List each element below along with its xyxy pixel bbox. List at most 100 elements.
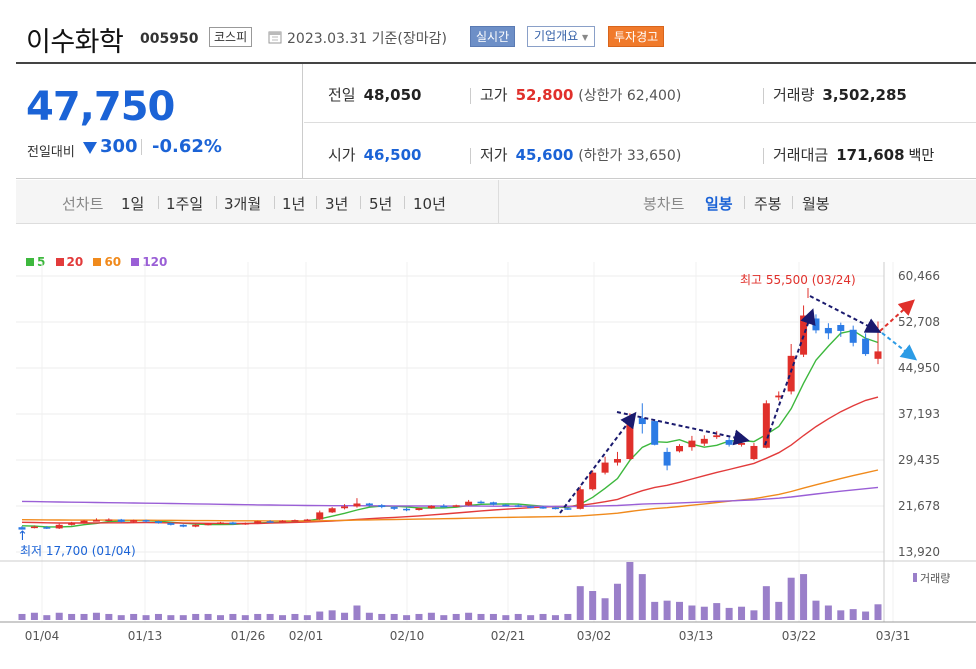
volume-bar	[837, 610, 845, 620]
period-separator	[158, 196, 159, 209]
volume-bar	[700, 606, 708, 620]
low-value: 45,600	[515, 146, 574, 164]
volume-bar	[762, 586, 770, 620]
x-tick-label: 01/04	[25, 629, 60, 643]
candle-body	[800, 315, 808, 355]
high-annotation: 최고 55,500 (03/24)	[740, 273, 856, 287]
candle-body	[130, 520, 138, 522]
period-separator	[216, 196, 217, 209]
low-annotation: 최저 17,700 (01/04)	[20, 544, 136, 558]
investment-warning-badge[interactable]: 투자경고	[608, 26, 665, 47]
candle-body	[824, 327, 832, 334]
candle-body	[167, 523, 175, 525]
candle-body	[192, 524, 200, 527]
price-summary: 47,750 전일대비 300 -0.62% 전일 48,050 고가 52,800…	[16, 62, 976, 179]
legend-swatch	[26, 258, 34, 266]
current-price: 47,750	[26, 84, 175, 130]
volume: 거래량 3,502,285	[773, 84, 907, 105]
volume-bar	[291, 613, 299, 620]
candle-body	[80, 520, 88, 524]
volume-bar	[824, 605, 832, 620]
candlestick-chart[interactable]: 60,466 52,708 44,950 37,193 29,435 21,678 13,9…	[0, 262, 976, 669]
volume-bar	[279, 615, 287, 620]
volume-bar	[427, 612, 435, 620]
candle-body	[390, 507, 398, 509]
candle-body	[154, 521, 162, 524]
high-value: 52,800	[515, 86, 574, 104]
candle-body	[688, 440, 696, 448]
volume-bar	[390, 613, 398, 620]
volume-bar	[154, 613, 162, 620]
cell-separator	[470, 88, 471, 104]
candle-body	[576, 489, 584, 509]
candle-body	[638, 418, 646, 425]
period-1w[interactable]: 1주일	[166, 195, 204, 213]
period-10y[interactable]: 10년	[413, 195, 446, 213]
volume-bar	[167, 615, 175, 620]
candle-body	[663, 451, 671, 466]
volume-bar	[812, 600, 820, 620]
candle-monthly[interactable]: 월봉	[802, 195, 830, 213]
volume-bar	[105, 613, 113, 620]
chart-period-bar: 선차트 1일 1주일 3개월 1년 3년 5년 10년 봉차트 일봉 주봉 월봉	[16, 180, 976, 224]
cell-separator	[470, 148, 471, 164]
legend-swatch	[131, 258, 140, 266]
volume-bar	[465, 612, 473, 620]
volume-bar	[527, 615, 535, 620]
volume-bar	[341, 612, 349, 620]
period-5y[interactable]: 5년	[369, 195, 393, 213]
low-price: 저가 45,600 (하한가 33,650)	[480, 144, 681, 165]
candle-body	[465, 501, 473, 506]
period-3y[interactable]: 3년	[325, 195, 349, 213]
upper-limit: (상한가 62,400)	[578, 88, 682, 104]
change-separator	[141, 139, 142, 155]
candle-body	[775, 395, 783, 398]
line-chart-label: 선차트	[62, 195, 104, 213]
candle-body	[589, 472, 597, 490]
candle-body	[837, 325, 845, 331]
candle-body	[862, 338, 870, 355]
candle-weekly[interactable]: 주봉	[754, 195, 782, 213]
legend-swatch	[55, 258, 64, 266]
realtime-button[interactable]: 실시간	[470, 26, 516, 47]
period-1d[interactable]: 1일	[121, 195, 145, 213]
volume-bar	[328, 610, 336, 620]
candle-body	[874, 351, 882, 359]
volume-bar	[775, 601, 783, 620]
candle-body	[676, 445, 684, 452]
volume-bar	[800, 574, 808, 620]
candle-body	[700, 438, 708, 444]
volume-bar	[378, 613, 386, 620]
open-value: 46,500	[363, 146, 422, 164]
trend-arrow-down	[881, 332, 918, 361]
candle-body	[527, 506, 535, 508]
volume-bar	[514, 613, 522, 620]
candle-body	[43, 527, 51, 529]
x-tick-label: 03/31	[876, 629, 911, 643]
volume-bar	[130, 613, 138, 620]
period-3m[interactable]: 3개월	[224, 195, 262, 213]
volume-bar	[30, 612, 38, 620]
volume-bar	[564, 613, 572, 620]
candle-body	[551, 507, 559, 510]
candle-daily[interactable]: 일봉	[705, 195, 733, 213]
volume-bar	[440, 615, 448, 620]
y-tick-label: 52,708	[898, 315, 940, 329]
open-label: 시가	[328, 146, 356, 164]
volume-bar	[477, 613, 485, 620]
lower-limit: (하한가 33,650)	[578, 148, 682, 164]
candle-body	[92, 520, 100, 522]
calendar-icon	[268, 31, 282, 44]
candle-body	[489, 502, 497, 505]
legend-label: 20	[66, 255, 84, 269]
volume-bar	[638, 574, 646, 620]
corp-overview-button[interactable]: 기업개요 ▼	[527, 26, 596, 47]
volume-bar	[725, 607, 733, 620]
candle-body	[849, 329, 857, 343]
period-1y[interactable]: 1년	[282, 195, 306, 213]
candle-body	[341, 506, 349, 509]
corp-overview-label: 기업개요	[534, 29, 579, 43]
volume-bar	[626, 562, 634, 620]
volume-bar	[55, 612, 63, 620]
volume-bar	[688, 605, 696, 620]
